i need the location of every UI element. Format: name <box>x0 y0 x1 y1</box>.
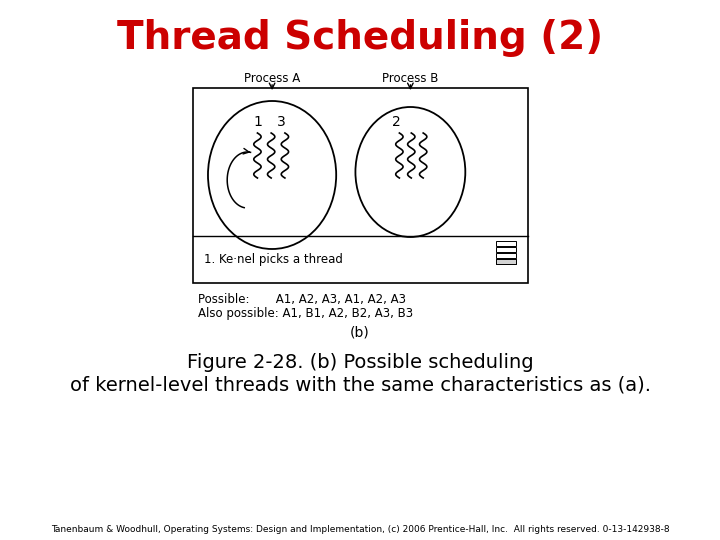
Text: Tanenbaum & Woodhull, Operating Systems: Design and Implementation, (c) 2006 Pre: Tanenbaum & Woodhull, Operating Systems:… <box>50 525 670 535</box>
Text: 1: 1 <box>253 115 262 129</box>
Text: 2: 2 <box>392 115 401 129</box>
Text: Thread Scheduling (2): Thread Scheduling (2) <box>117 19 603 57</box>
Bar <box>495 247 516 252</box>
Text: Process A: Process A <box>244 71 300 84</box>
Bar <box>495 253 516 258</box>
Bar <box>495 259 516 264</box>
Text: (b): (b) <box>350 326 370 340</box>
Text: Possible:       A1, A2, A3, A1, A2, A3: Possible: A1, A2, A3, A1, A2, A3 <box>198 293 406 306</box>
Bar <box>495 241 516 246</box>
Text: 3: 3 <box>277 115 286 129</box>
Text: Process B: Process B <box>382 71 438 84</box>
Text: of kernel-level threads with the same characteristics as (a).: of kernel-level threads with the same ch… <box>70 375 650 395</box>
Text: 1. Ke·nel picks a thread: 1. Ke·nel picks a thread <box>204 253 343 266</box>
Text: Also possible: A1, B1, A2, B2, A3, B3: Also possible: A1, B1, A2, B2, A3, B3 <box>198 307 413 320</box>
Text: Figure 2-28. (b) Possible scheduling: Figure 2-28. (b) Possible scheduling <box>186 354 534 373</box>
Bar <box>495 259 516 264</box>
